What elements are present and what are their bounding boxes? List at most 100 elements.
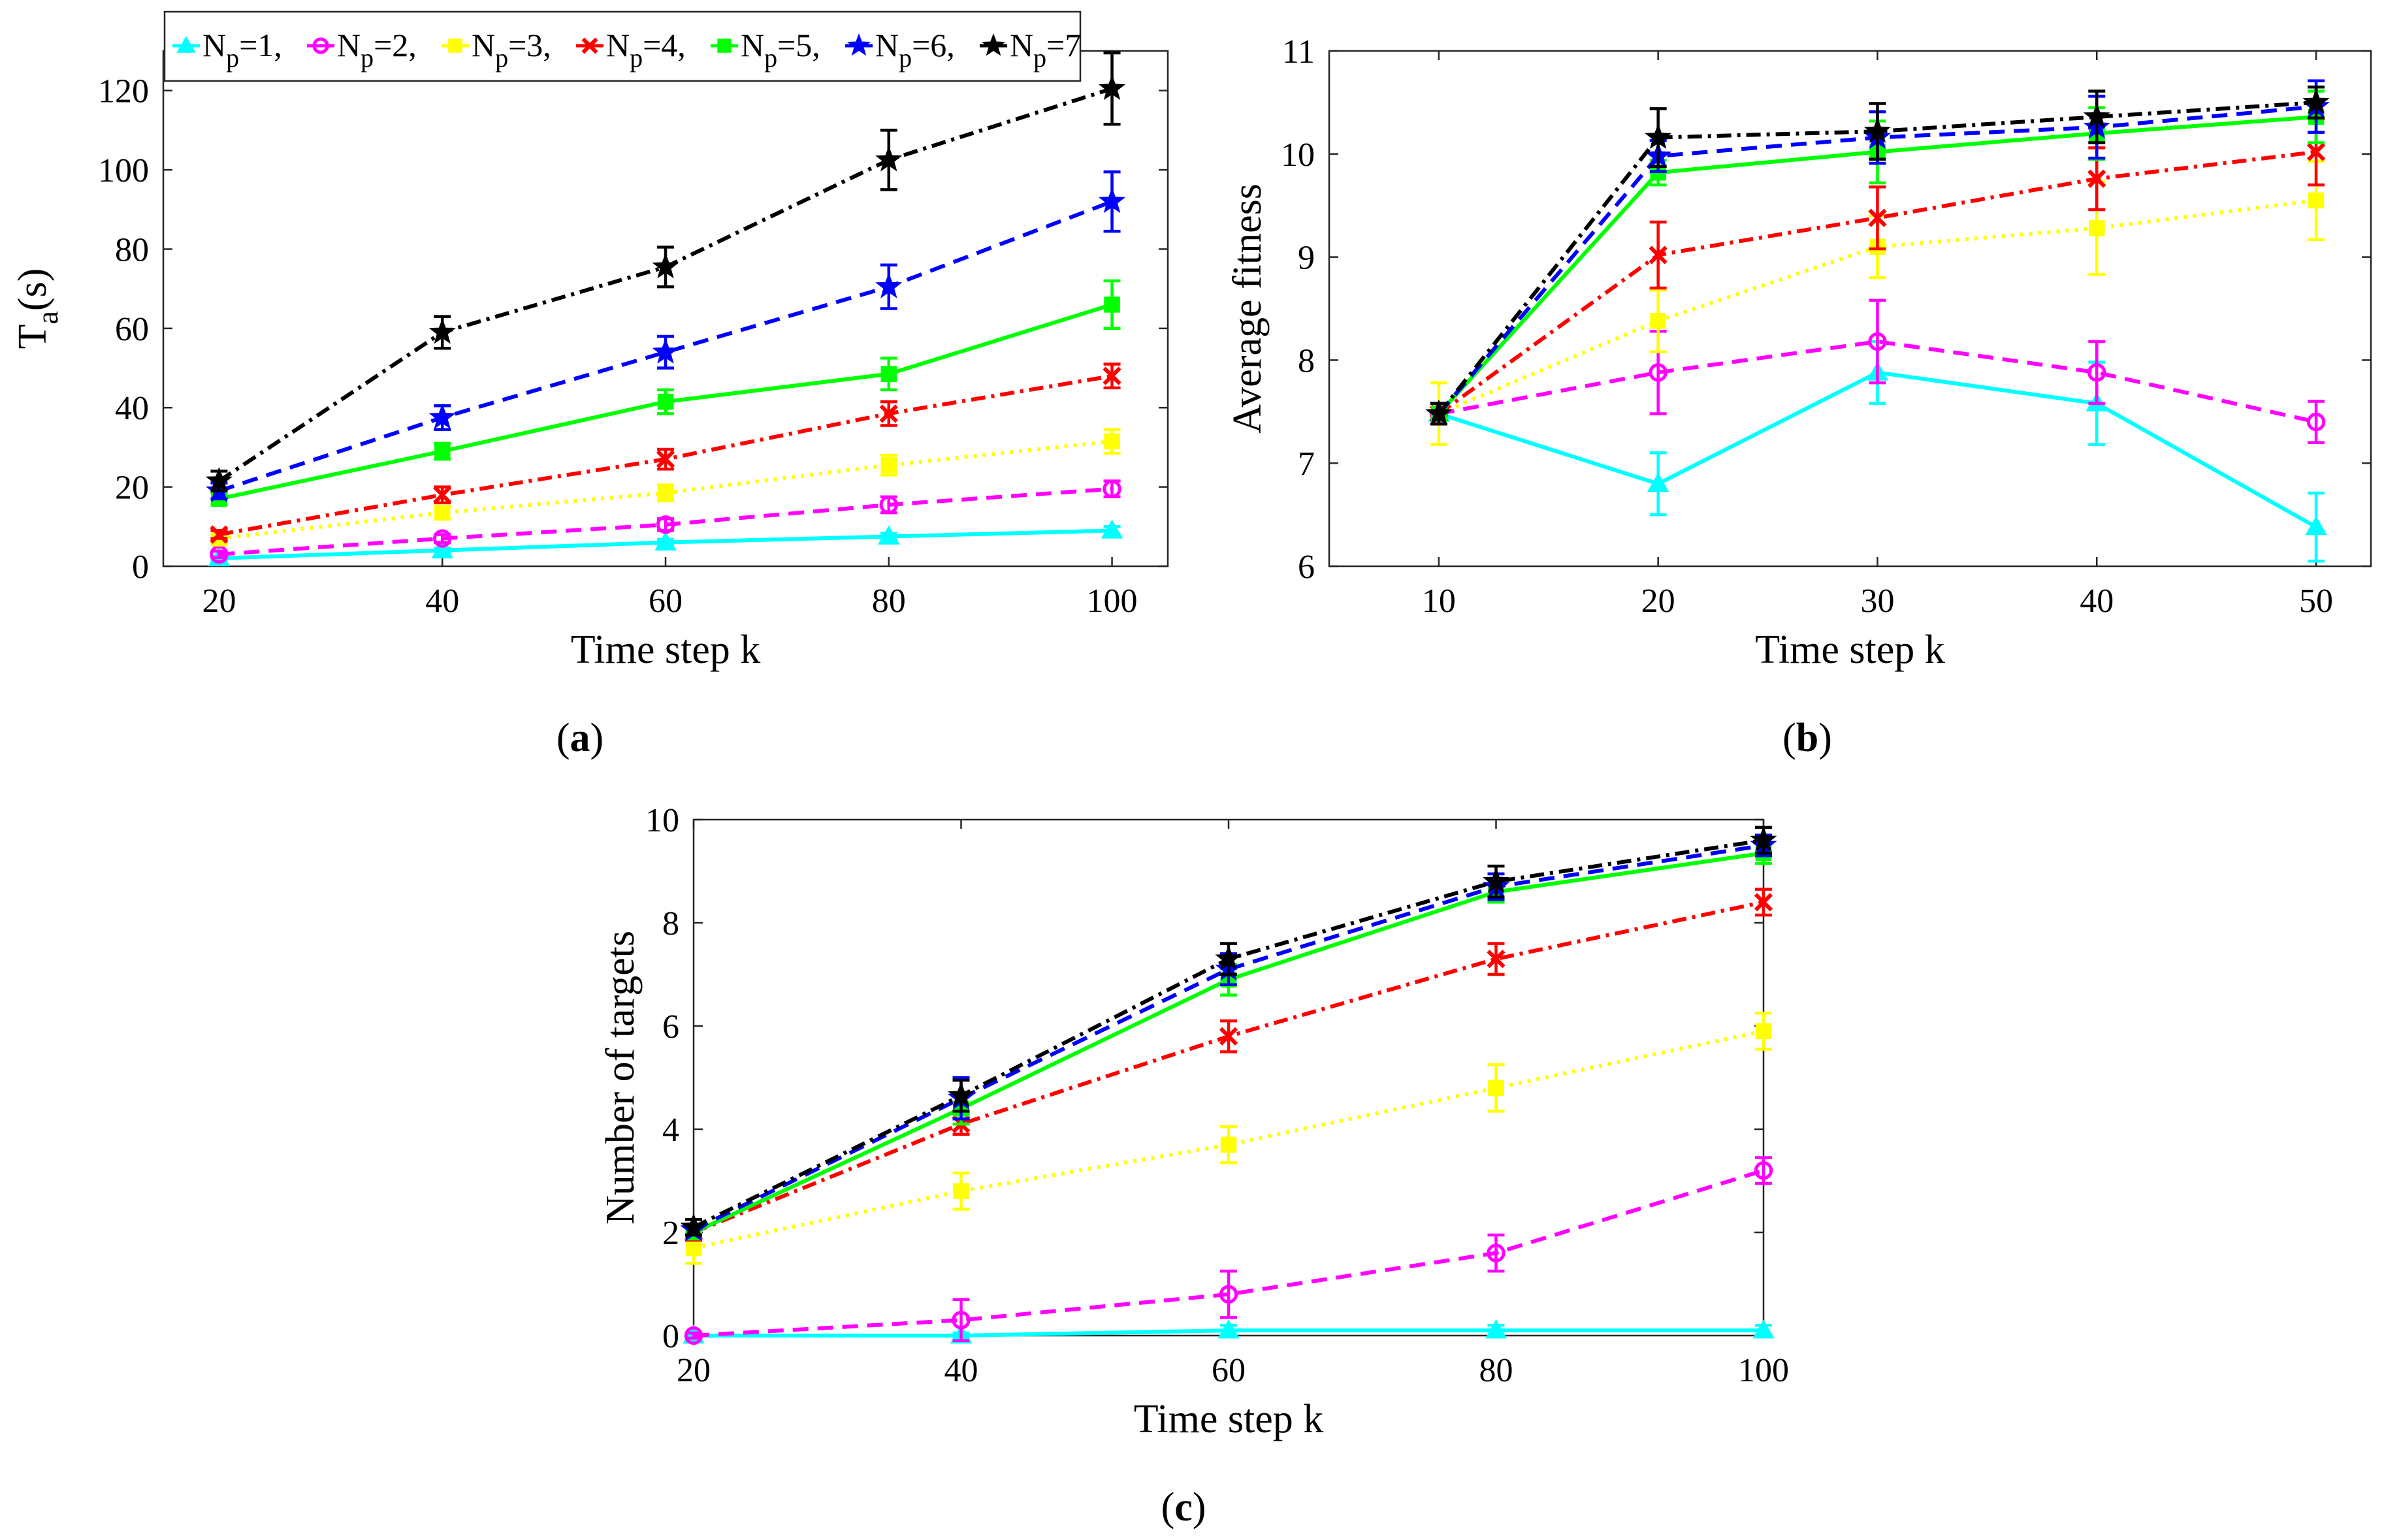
y-tick-label: 4 [662,1112,679,1149]
data-point [2087,169,2106,188]
data-point [1098,74,1126,101]
x-tick-label: 50 [2299,583,2333,620]
data-point [652,338,679,364]
y-axis-label-suffix: (s) [10,268,55,311]
x-axis-label: Time step k [571,628,761,672]
data-point [1868,208,1887,227]
legend-label-suffix: =6, [912,27,955,63]
data-point [879,495,898,515]
y-tick-label: 7 [1298,445,1315,483]
legend-label-suffix: =7 [1046,27,1081,63]
legend-label-main: N [606,27,630,63]
data-point [1650,313,1666,329]
x-tick-label: 100 [1738,1352,1789,1389]
legend-entry-p6: Np=6, [845,27,955,72]
data-point [428,318,456,344]
legend-label-suffix: =3, [508,27,551,63]
legend-marker [846,33,871,56]
x-tick-label: 20 [202,583,236,620]
x-tick-label: 80 [1479,1352,1513,1389]
caption-c: (c) [1161,1485,1206,1530]
caption-letter: a [570,716,590,760]
x-tick-label: 10 [1422,583,1456,620]
y-axis-label: Ta(s) [10,268,64,349]
legend-label: Np=2, [337,27,417,72]
series-p7 [205,51,1126,493]
data-point [1750,826,1777,852]
data-point [2306,142,2326,161]
caption-paren: ( [1161,1485,1175,1530]
y-tick-label: 100 [98,152,149,189]
legend-label-sub: p [226,43,239,72]
legend-label-sub: p [764,43,777,72]
legend-entry-p2: Np=2, [307,27,417,72]
chart-b: 10 20 30 40 50 6 7 8 9 10 11 Time step k Average fit… [1225,33,2372,760]
series-p3 [210,428,1121,547]
data-point [1220,1136,1237,1153]
data-point [1645,123,1672,150]
data-point [1487,1243,1506,1262]
data-point [431,539,453,558]
y-axis-label-main: T [10,324,55,349]
x-tick-label: 80 [872,583,906,620]
caption-a: (a) [556,716,604,760]
data-point [654,531,677,551]
legend-marker [448,39,462,53]
data-point [878,525,900,545]
legend-entry-p7: Np=7 [980,27,1081,72]
error-bar [2308,400,2325,444]
legend-label: Np=1, [202,27,282,72]
data-point [428,403,456,429]
data-point [2306,412,2326,432]
legend-label-main: N [741,27,764,63]
data-point [433,529,452,548]
series-p7 [680,826,1777,1239]
legend-entry-p3: Np=3, [442,27,551,72]
y-tick-label: 0 [132,549,149,586]
series-line-p6 [218,199,1113,493]
data-point [685,1240,702,1256]
error-bar [952,1298,970,1343]
data-point [2305,516,2327,536]
data-point [2087,363,2106,382]
data-point [875,146,903,172]
legend-label: Np=4, [606,27,686,72]
error-bar [2088,340,2106,405]
data-point [1104,433,1120,450]
data-point [875,272,903,298]
x-tick-label: 20 [1641,583,1675,620]
legend-entry-p1: Np=1, [172,27,282,72]
y-tick-label: 60 [115,311,149,348]
data-point [433,485,452,504]
series-p4 [210,362,1121,544]
y-tick-label: 0 [662,1318,679,1355]
data-point [2083,103,2110,129]
data-point [680,1213,707,1239]
x-axis-label: Time step k [1755,628,1945,672]
data-point [880,366,897,382]
legend: Np=1, Np=2, Np=3, Np=4, Np=5, Np=6, Np=7 [163,10,1081,82]
legend-label-suffix: =1, [239,27,282,63]
legend-label-suffix: =4, [643,27,686,63]
caption-paren: ) [1818,716,1832,760]
legend-label-sub: p [1033,43,1046,72]
plot-area-a [162,50,1169,568]
data-point [434,504,451,521]
data-point [684,1326,703,1345]
y-tick-label: 80 [115,231,149,268]
x-tick-label: 60 [1212,1352,1246,1389]
data-point [1219,1285,1238,1304]
legend-marker [717,39,732,53]
data-point [210,525,229,544]
error-bar [1487,1233,1505,1273]
data-point [1101,519,1123,539]
caption-letter: b [1796,716,1818,760]
data-point [210,545,229,564]
y-tick-label: 8 [1298,342,1315,379]
y-tick-label: 20 [115,470,149,507]
x-tick-label: 100 [1087,583,1138,620]
data-point [1755,1023,1772,1040]
data-point [656,515,675,534]
